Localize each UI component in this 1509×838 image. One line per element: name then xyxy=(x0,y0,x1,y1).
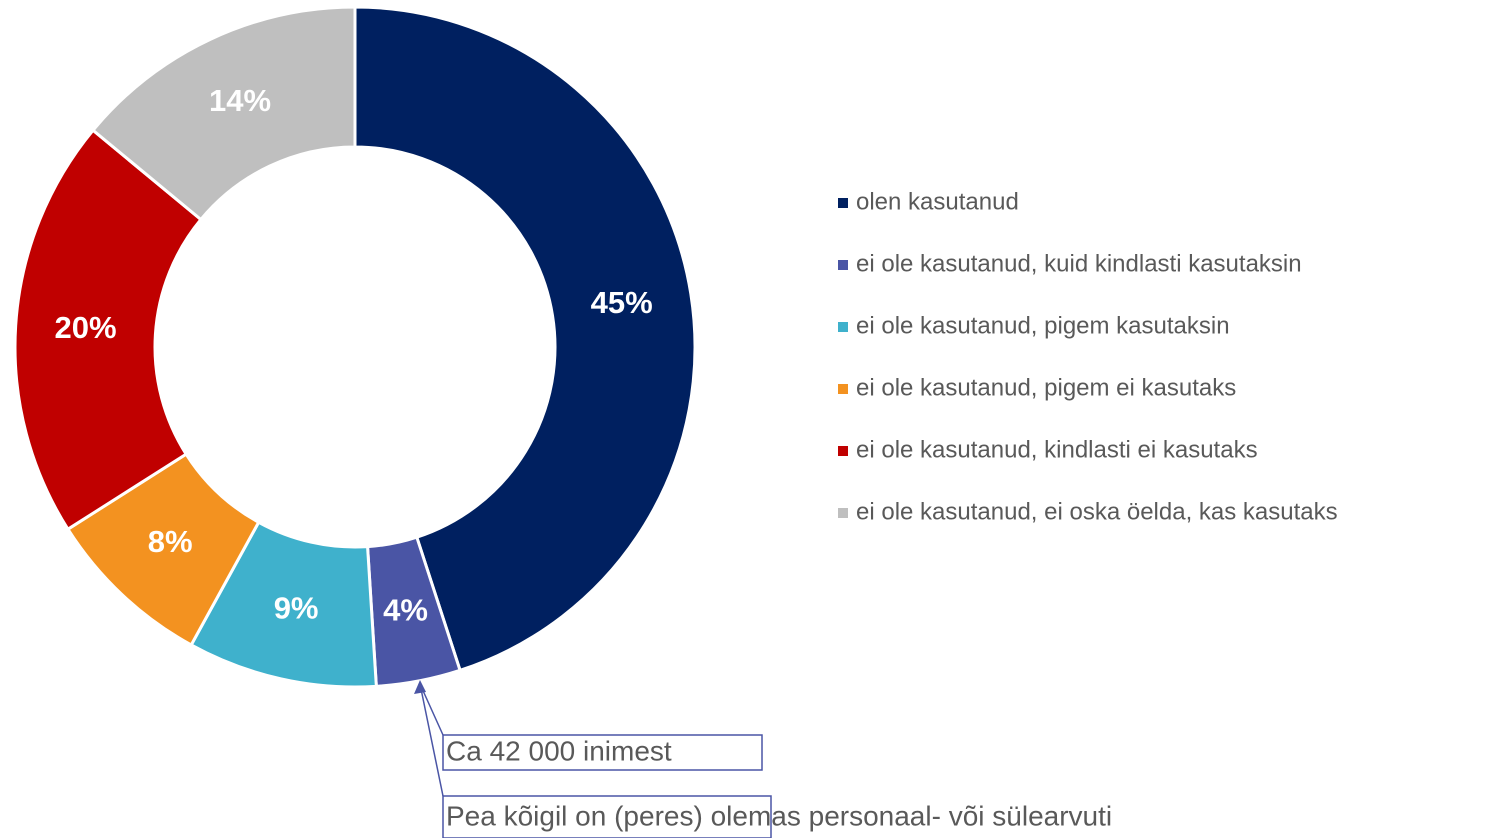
annotation-arrow xyxy=(419,683,444,736)
legend-label: ei ole kasutanud, kuid kindlasti kasutak… xyxy=(856,250,1302,277)
legend-label: ei ole kasutanud, pigem kasutaksin xyxy=(856,312,1230,339)
legend-swatch xyxy=(838,384,848,394)
annotation: Ca 42 000 inimest xyxy=(446,735,672,766)
legend-label: ei ole kasutanud, pigem ei kasutaks xyxy=(856,374,1236,401)
donut-segment xyxy=(90,5,357,222)
legend-swatch xyxy=(838,198,848,208)
annotation-arrow xyxy=(419,683,444,797)
arrow-head xyxy=(414,680,426,694)
legend-swatch xyxy=(838,322,848,332)
annotation-box xyxy=(442,795,772,838)
data-label: 20% xyxy=(55,310,117,345)
donut-segment xyxy=(353,5,697,673)
legend-label: ei ole kasutanud, ei oska öelda, kas kas… xyxy=(856,498,1338,525)
data-label: 45% xyxy=(591,285,653,320)
legend-swatch xyxy=(838,446,848,456)
legend-label: ei ole kasutanud, kindlasti ei kasutaks xyxy=(856,436,1258,463)
data-label: 8% xyxy=(148,524,193,559)
donut-segment xyxy=(13,128,204,532)
data-label: 4% xyxy=(383,592,428,627)
data-label: 14% xyxy=(209,83,271,118)
legend-swatch xyxy=(838,508,848,518)
legend-label: olen kasutanud xyxy=(856,188,1019,215)
data-label: 9% xyxy=(274,591,319,626)
legend-swatch xyxy=(838,260,848,270)
annotation: Pea kõigil on (peres) olemas personaal- … xyxy=(446,800,1112,831)
annotation-box xyxy=(442,734,763,771)
